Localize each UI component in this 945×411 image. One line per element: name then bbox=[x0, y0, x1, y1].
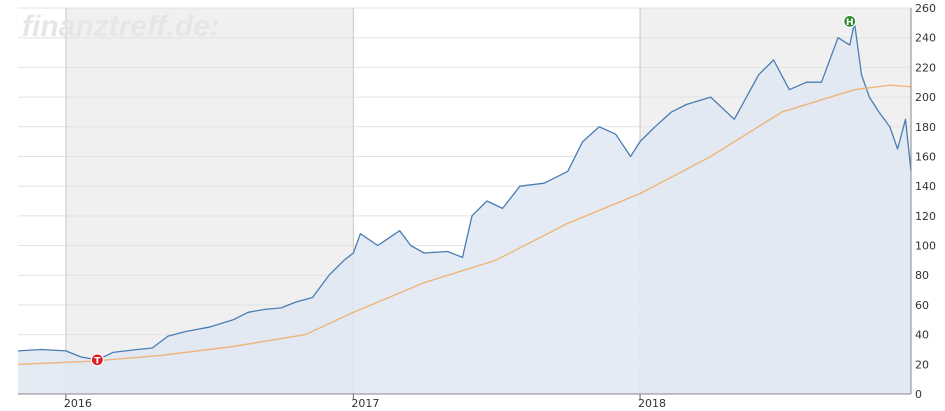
y-tick-label: 260 bbox=[915, 2, 936, 15]
y-tick-label: 200 bbox=[915, 91, 936, 104]
x-tick-label: 2017 bbox=[351, 397, 379, 410]
series-layer bbox=[17, 22, 912, 395]
y-tick-label: 180 bbox=[915, 121, 936, 134]
price-area bbox=[18, 22, 911, 395]
x-tick-label: 2018 bbox=[638, 397, 666, 410]
high-marker-label: H bbox=[846, 18, 854, 28]
watermark-text: finanztreff.de: bbox=[22, 10, 220, 43]
y-tick-label: 220 bbox=[915, 61, 936, 74]
low-marker-label: T bbox=[94, 356, 101, 366]
y-tick-label: 140 bbox=[915, 180, 936, 193]
y-tick-label: 80 bbox=[915, 269, 929, 282]
low-marker bbox=[90, 353, 104, 367]
y-tick-label: 60 bbox=[915, 299, 929, 312]
y-tick-label: 160 bbox=[915, 150, 936, 163]
axis-layer: 0 20 40 60 80 100 120 140 160 180 200 220 240 260 2016… bbox=[18, 2, 936, 410]
price-line bbox=[17, 22, 912, 361]
y-tick-label: 120 bbox=[915, 210, 936, 223]
moving-average-line bbox=[17, 84, 912, 365]
x-tick-label: 2016 bbox=[64, 397, 92, 410]
annotation-layer: TH bbox=[90, 14, 857, 367]
y-tick-label: 0 bbox=[915, 388, 922, 401]
high-marker bbox=[843, 14, 857, 28]
y-tick-label: 100 bbox=[915, 240, 936, 253]
y-tick-label: 240 bbox=[915, 32, 936, 45]
y-tick-label: 20 bbox=[915, 358, 929, 371]
y-tick-label: 40 bbox=[915, 329, 929, 342]
